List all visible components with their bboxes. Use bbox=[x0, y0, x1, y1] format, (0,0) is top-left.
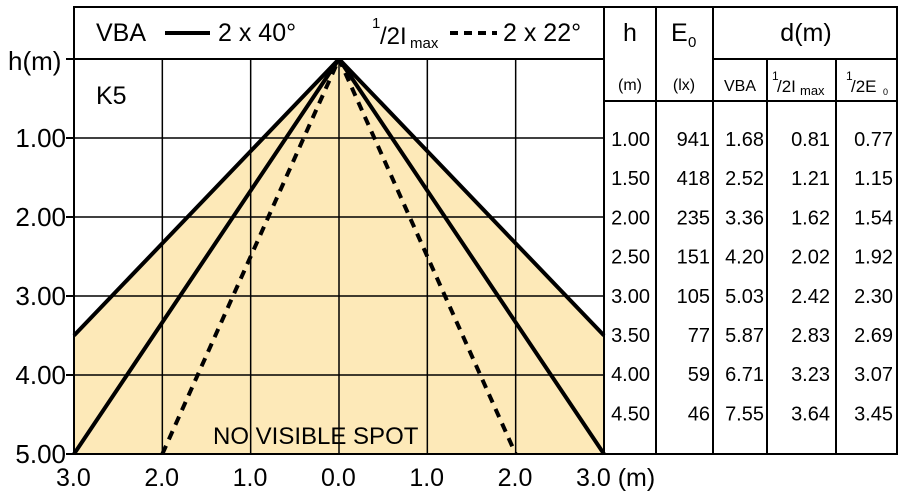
table-cell-vba: 3.36 bbox=[725, 207, 764, 229]
legend-series2-main: /2I bbox=[380, 23, 407, 50]
table-cell-imax: 1.62 bbox=[791, 207, 830, 229]
x-tick-label: 3.0 bbox=[56, 464, 91, 492]
y-tick-label: 3.00 bbox=[15, 281, 66, 311]
table-header-e-unit: (lx) bbox=[673, 77, 695, 94]
table-cell-imax: 2.83 bbox=[791, 325, 830, 347]
table-header-e: E bbox=[671, 19, 688, 47]
table-cell-h: 2.00 bbox=[611, 207, 650, 229]
table-header-d: d(m) bbox=[780, 19, 831, 47]
y-axis-ticks: 1.00 2.00 3.00 4.00 5.00 bbox=[15, 58, 74, 469]
table-cell-h: 3.50 bbox=[611, 325, 650, 347]
x-tick-label: 1.0 bbox=[409, 464, 444, 492]
y-tick-label: 1.00 bbox=[15, 123, 66, 153]
table-cell-e0: 46 bbox=[688, 403, 710, 425]
table-cell-e0half: 3.07 bbox=[854, 364, 893, 386]
legend-box bbox=[73, 6, 605, 60]
x-axis-ticks: 3.0 2.0 1.0 0.0 1.0 2.0 3.0 (m) bbox=[56, 464, 655, 492]
x-tick-label: 1.0 bbox=[233, 464, 268, 492]
table-cell-e0half: 3.45 bbox=[854, 403, 893, 425]
table-cell-e0: 941 bbox=[677, 129, 710, 151]
table-cell-imax: 2.42 bbox=[791, 286, 830, 308]
table-cell-e0half: 0.77 bbox=[854, 129, 893, 151]
table-header-e-sub: 0 bbox=[688, 34, 696, 51]
table-sub-imax-main: /2I bbox=[777, 77, 796, 96]
table-cell-imax: 2.02 bbox=[791, 247, 830, 269]
table-cell-imax: 3.23 bbox=[791, 364, 830, 386]
table-header-h: h bbox=[623, 19, 637, 47]
x-tick-label: 0.0 bbox=[321, 464, 356, 492]
table-sub-e0-sub: 0 bbox=[883, 87, 888, 97]
table-sub-imax-sub: max bbox=[800, 83, 825, 98]
y-tick-label: 4.00 bbox=[15, 360, 66, 390]
table-cell-imax: 1.21 bbox=[791, 168, 830, 190]
table-cell-vba: 1.68 bbox=[725, 129, 764, 151]
table-cell-e0half: 2.69 bbox=[854, 325, 893, 347]
x-tick-label: 2.0 bbox=[144, 464, 179, 492]
table-cell-e0: 418 bbox=[677, 168, 710, 190]
y-tick-label: 2.00 bbox=[15, 202, 66, 232]
table-cell-e0: 151 bbox=[677, 247, 710, 269]
table-cell-h: 4.50 bbox=[611, 403, 650, 425]
table-cell-h: 3.00 bbox=[611, 286, 650, 308]
table-cell-e0half: 2.30 bbox=[854, 286, 893, 308]
table-cell-e0half: 1.54 bbox=[854, 207, 893, 229]
y-axis-title: h(m) bbox=[8, 46, 61, 76]
table-cell-vba: 5.03 bbox=[725, 286, 764, 308]
legend-series2-sub: max bbox=[410, 35, 439, 52]
x-tick-label: 3.0 (m) bbox=[576, 464, 655, 492]
table-cell-imax: 0.81 bbox=[791, 129, 830, 151]
table-cell-vba: 6.71 bbox=[725, 364, 764, 386]
legend-series2-value: 2 x 22° bbox=[503, 19, 581, 47]
table-sub-vba: VBA bbox=[724, 78, 756, 95]
table-sub-e0-main: /2E bbox=[851, 77, 877, 96]
table-sub-imax-sup: 1 bbox=[772, 69, 779, 83]
table-cell-e0: 235 bbox=[677, 207, 710, 229]
table-cell-vba: 5.87 bbox=[725, 325, 764, 347]
table-cell-e0: 77 bbox=[688, 325, 710, 347]
table-rows: 1.00 941 1.68 0.81 0.77 1.50 418 2.52 1.21 1.15 2.… bbox=[611, 129, 893, 425]
table-frame bbox=[603, 6, 898, 455]
x-tick-label: 2.0 bbox=[498, 464, 533, 492]
table-cell-vba: 7.55 bbox=[725, 403, 764, 425]
table-cell-h: 1.00 bbox=[611, 129, 650, 151]
table-cell-e0half: 1.92 bbox=[854, 247, 893, 269]
table-cell-h: 2.50 bbox=[611, 247, 650, 269]
table-cell-imax: 3.64 bbox=[791, 403, 830, 425]
chart-label: K5 bbox=[96, 82, 127, 110]
table-cell-e0: 59 bbox=[688, 364, 710, 386]
legend-series1-label: VBA bbox=[96, 19, 146, 47]
table-cell-h: 4.00 bbox=[611, 364, 650, 386]
table-cell-e0half: 1.15 bbox=[854, 168, 893, 190]
table-cell-vba: 4.20 bbox=[725, 247, 764, 269]
spot-note: NO VISIBLE SPOT bbox=[213, 423, 419, 450]
chart-grid bbox=[74, 7, 604, 454]
legend-series2-sup: 1 bbox=[372, 15, 380, 32]
legend-series1-value: 2 x 40° bbox=[218, 19, 296, 47]
table-cell-e0: 105 bbox=[677, 286, 710, 308]
table-cell-vba: 2.52 bbox=[725, 168, 764, 190]
table-sub-e0-sup: 1 bbox=[846, 69, 853, 83]
data-table: h (m) E 0 (lx) d(m) VBA 1 /2I max 1 /2E … bbox=[603, 6, 898, 455]
y-tick-label: 5.00 bbox=[15, 439, 66, 469]
table-header-h-unit: (m) bbox=[618, 77, 642, 94]
table-cell-h: 1.50 bbox=[611, 168, 650, 190]
